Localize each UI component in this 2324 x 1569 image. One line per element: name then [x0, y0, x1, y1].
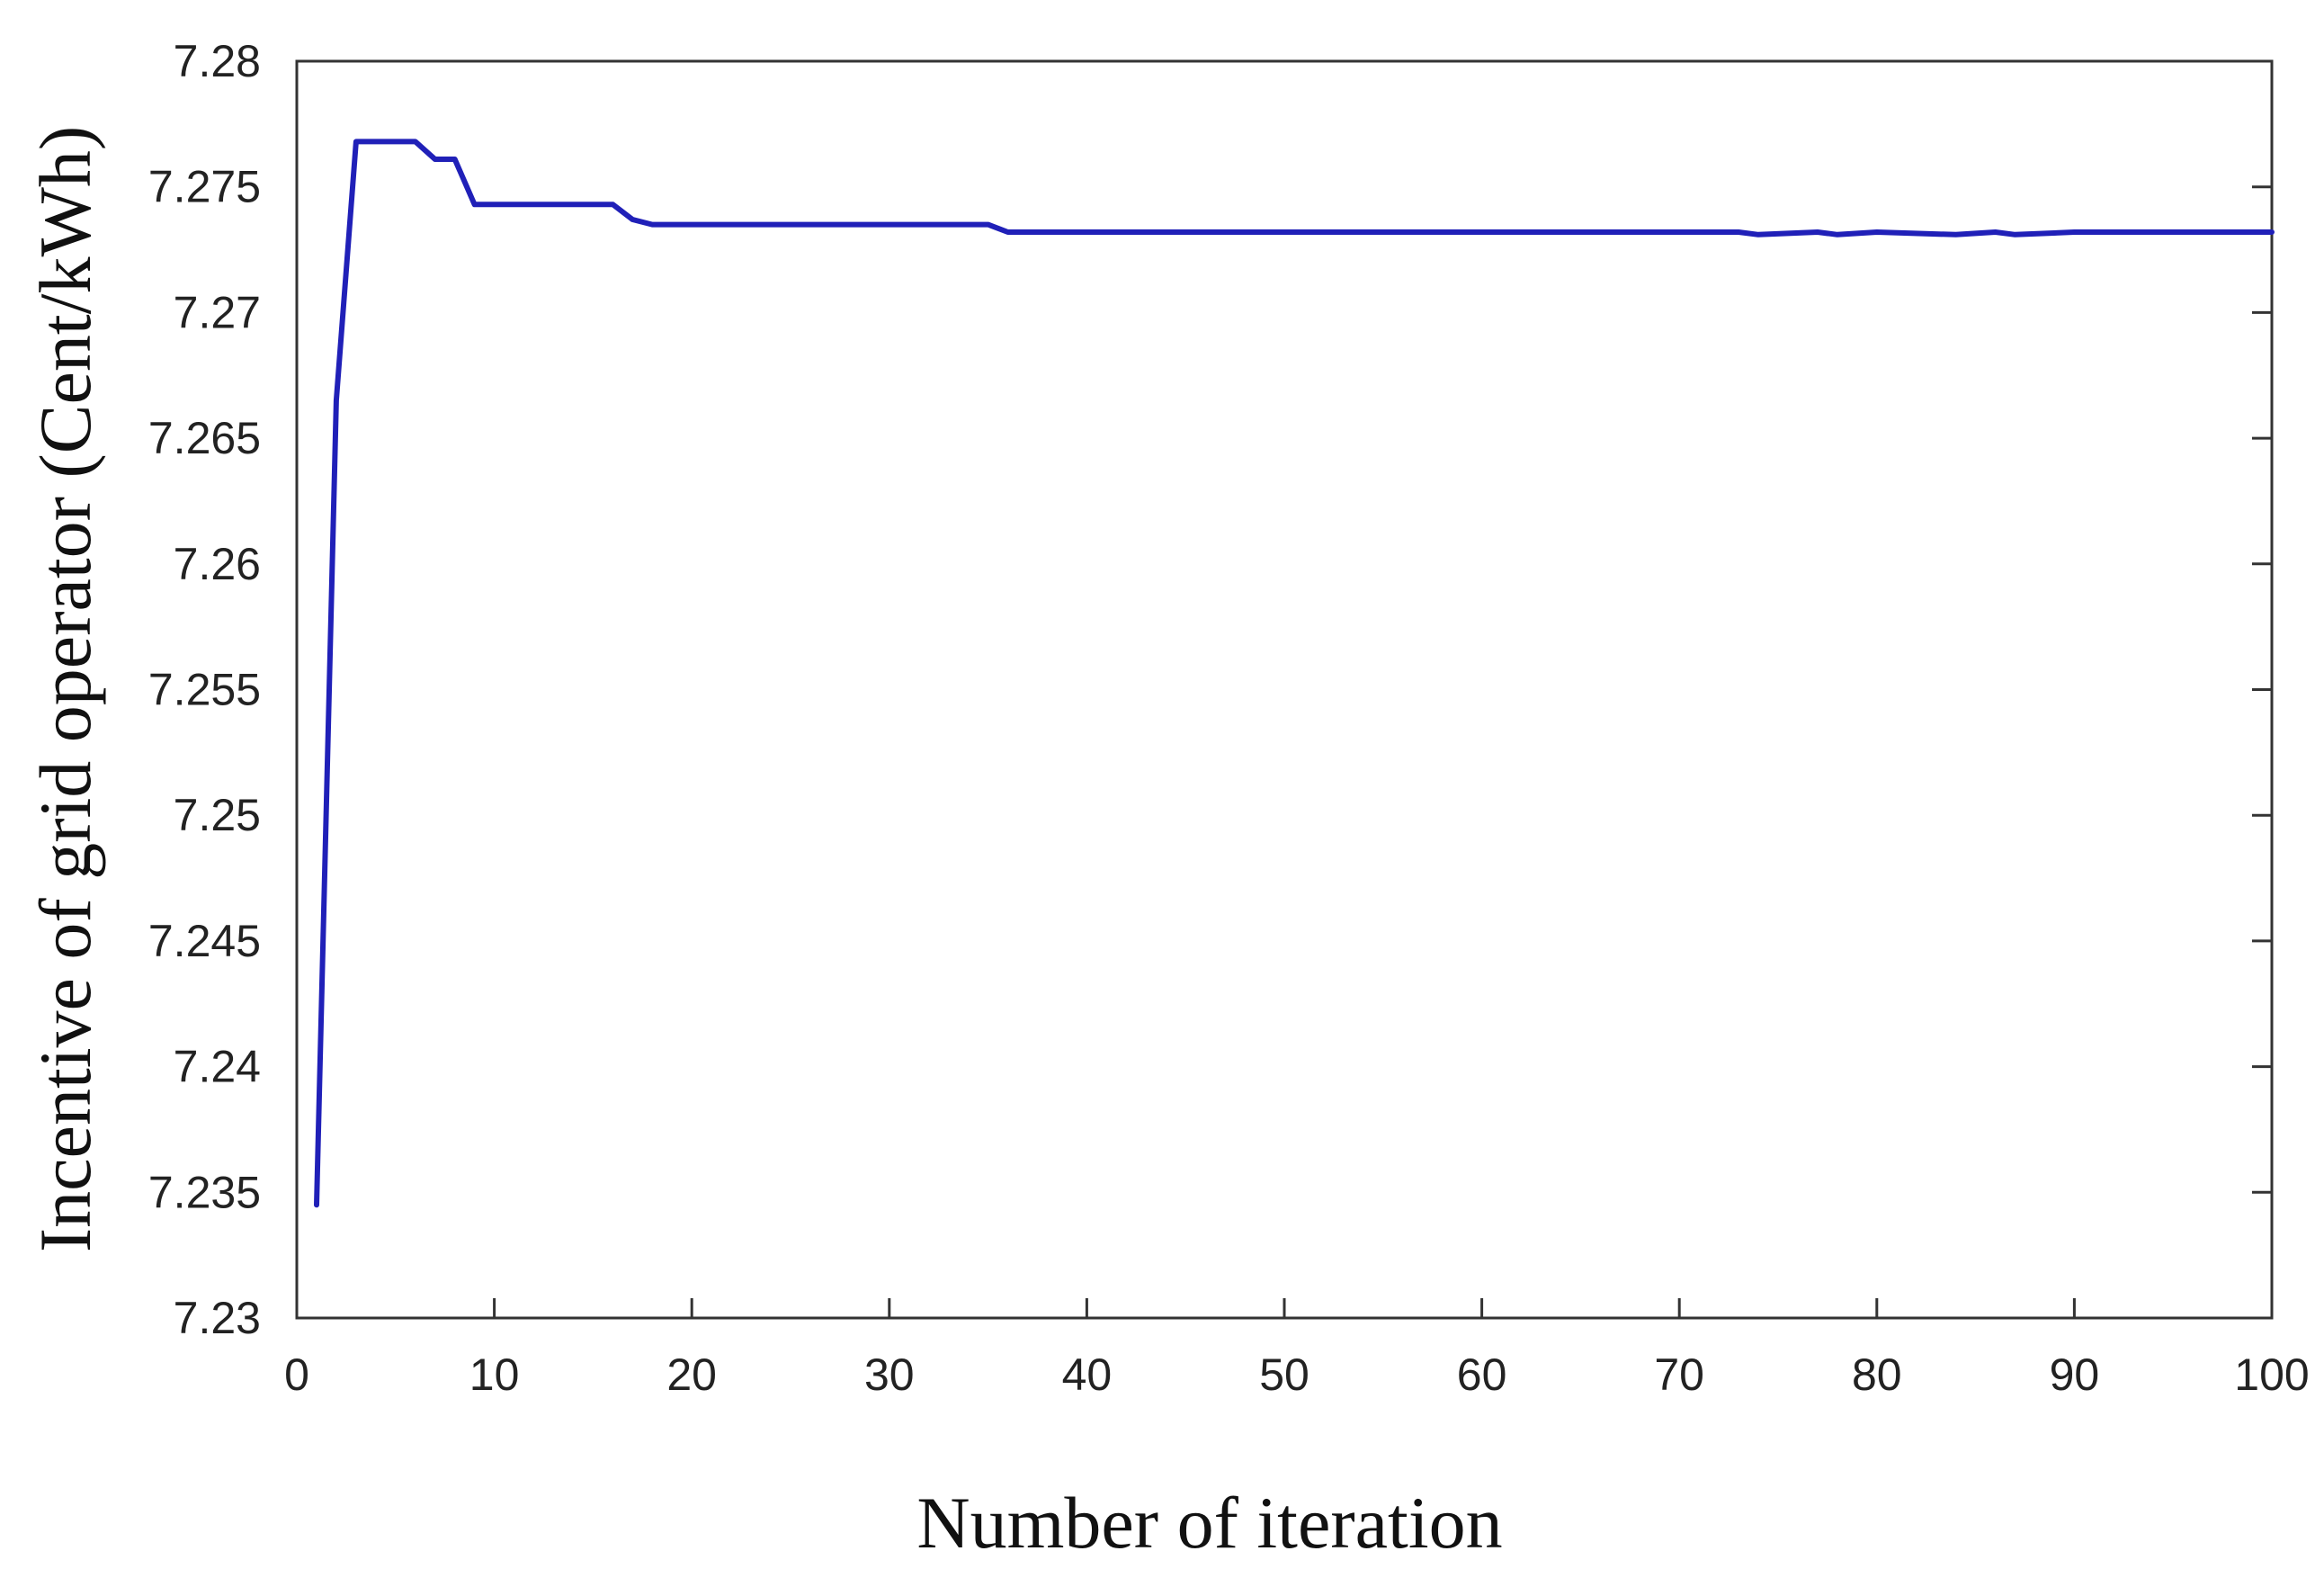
- x-tick-label: 40: [1062, 1349, 1113, 1400]
- y-tick-label: 7.245: [148, 916, 261, 966]
- y-tick-label: 7.265: [148, 413, 261, 463]
- x-axis-title: Number of iteration: [916, 1482, 1502, 1564]
- y-tick-label: 7.275: [148, 162, 261, 212]
- x-tick-label: 20: [666, 1349, 717, 1400]
- y-tick-label: 7.235: [148, 1167, 261, 1217]
- x-tick-label: 50: [1259, 1349, 1309, 1400]
- y-tick-label: 7.26: [174, 539, 261, 589]
- y-tick-label: 7.23: [174, 1293, 261, 1343]
- x-tick-label: 10: [469, 1349, 520, 1400]
- x-tick-label: 60: [1457, 1349, 1507, 1400]
- y-tick-label: 7.24: [174, 1042, 261, 1092]
- series-line: [314, 139, 2275, 1208]
- y-tick-label: 7.25: [174, 790, 261, 840]
- x-axis-ticks: 0 10 20 30 40 50 60 70 80 90 100: [284, 1298, 2310, 1400]
- y-tick-label: 7.28: [174, 36, 261, 86]
- x-tick-label: 0: [284, 1349, 309, 1400]
- x-tick-label: 30: [864, 1349, 915, 1400]
- x-tick-label: 100: [2234, 1349, 2309, 1400]
- y-tick-label: 7.255: [148, 665, 261, 715]
- y-axis-ticks: 7.23 7.235 7.24 7.245 7.25 7.255 7.26 7.265 7.27…: [148, 36, 2272, 1343]
- x-tick-label: 70: [1654, 1349, 1704, 1400]
- x-tick-label: 80: [1852, 1349, 1902, 1400]
- plot-area: [295, 59, 2274, 1320]
- y-axis-title: Incentive of grid operator (Cent/kWh): [24, 126, 106, 1252]
- series-layer: [314, 139, 2275, 1208]
- x-tick-label: 90: [2050, 1349, 2100, 1400]
- y-tick-label: 7.27: [174, 287, 261, 337]
